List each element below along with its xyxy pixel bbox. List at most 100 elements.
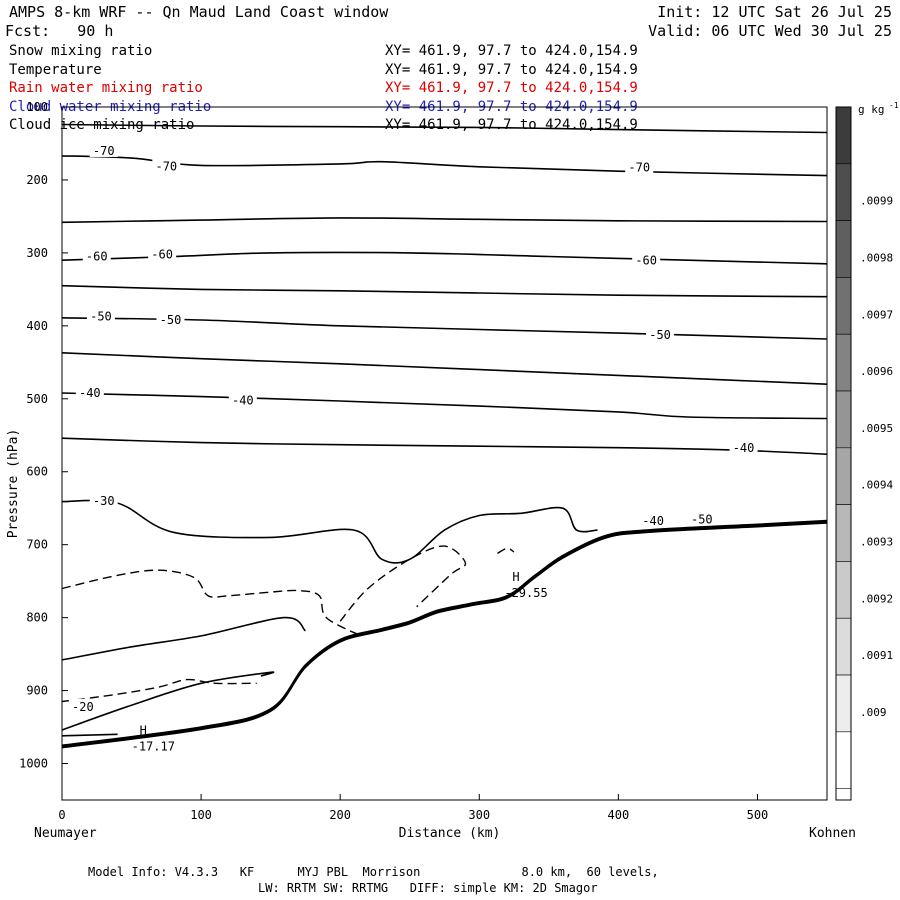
high-value: -17.17 <box>132 740 175 754</box>
high-marker: H <box>512 570 519 584</box>
contour-label-bg <box>646 326 675 341</box>
init-time: Init: 12 UTC Sat 26 Jul 25 <box>657 3 892 21</box>
x-tick-label: 200 <box>329 808 351 822</box>
colorbar-segment <box>835 617 852 676</box>
temperature-contour <box>61 499 598 564</box>
colorbar-segment <box>835 561 852 619</box>
contour-label: -50 <box>649 328 671 342</box>
field-xy-range: XY= 461.9, 97.7 to 424.0,154.9 <box>385 80 638 96</box>
terrain-line <box>61 519 828 747</box>
contour-label: -20 <box>72 700 94 714</box>
temperature-contour <box>61 217 828 224</box>
temperature-contour <box>61 284 828 298</box>
temperature-contour <box>61 616 306 661</box>
contour-label: -50 <box>90 310 112 324</box>
contour-label-bg <box>639 512 668 527</box>
contour-label-bg <box>89 493 118 508</box>
temperature-contour <box>61 392 828 420</box>
y-tick-label: 300 <box>26 246 48 260</box>
temperature-contour <box>61 352 828 385</box>
x-tick-label: 400 <box>608 808 630 822</box>
contour-label: -50 <box>160 313 182 327</box>
contour-label-bg <box>68 698 97 713</box>
x-endpoint-right: Kohnen <box>809 826 856 841</box>
plot-frame <box>61 106 828 801</box>
colorbar-segment <box>835 390 852 449</box>
colorbar-segment <box>835 731 852 789</box>
colorbar-tick-label: .009 <box>860 706 887 719</box>
x-axis-label: Distance (km) <box>399 826 501 841</box>
chart-title: AMPS 8-km WRF -- Qn Maud Land Coast wind… <box>9 3 389 21</box>
colorbar-unit-exponent: -1 <box>889 101 899 110</box>
temperature-contour <box>61 733 118 737</box>
colorbar-segment <box>835 447 852 505</box>
colorbar-tick-label: .0092 <box>860 592 893 605</box>
colorbar-segment <box>835 277 852 335</box>
temperature-contour <box>61 251 828 265</box>
dashed-contour <box>61 678 257 703</box>
colorbar-tick-label: .0091 <box>860 649 893 662</box>
contour-label-bg <box>148 246 177 261</box>
terrain-line <box>61 521 828 748</box>
contour-label: -70 <box>155 159 177 173</box>
contour-label-bg <box>156 312 185 327</box>
contour-label-bg <box>89 142 118 157</box>
colorbar-tick-label: .0094 <box>860 479 893 492</box>
terrain-line <box>61 522 828 749</box>
dashed-contour <box>339 545 467 622</box>
colorbar-segment <box>835 220 852 278</box>
x-tick-label: 100 <box>190 808 212 822</box>
colorbar-frame <box>835 106 852 801</box>
temperature-contour <box>61 123 828 134</box>
contour-label: -40 <box>733 441 755 455</box>
forecast-hour: Fcst: 90 h <box>5 22 114 40</box>
field-label: Temperature <box>9 61 102 78</box>
contour-label: -60 <box>86 250 108 264</box>
colorbar-tick-label: .0099 <box>860 195 893 208</box>
field-xy-range: XY= 461.9, 97.7 to 424.0,154.9 <box>385 61 638 78</box>
contour-label-bg <box>75 385 104 400</box>
contour-label-bg <box>729 439 758 454</box>
y-tick-label: 600 <box>26 465 48 479</box>
field-label: Rain water mixing ratio <box>9 80 203 96</box>
contour-label: -60 <box>151 248 173 262</box>
x-tick-label: 0 <box>58 808 65 822</box>
colorbar-unit: g kg <box>858 103 885 116</box>
y-axis-label: Pressure (hPa) <box>6 429 21 539</box>
contour-label: -70 <box>93 144 115 158</box>
contour-label-bg <box>152 158 181 173</box>
high-marker: H <box>140 724 147 738</box>
contour-label: -40 <box>79 386 101 400</box>
field-label: Snow mixing ratio <box>9 43 153 59</box>
contour-label-bg <box>82 248 111 263</box>
model-info-line2: LW: RRTM SW: RRTMG DIFF: simple KM: 2D S… <box>258 881 598 895</box>
contour-label: -60 <box>635 253 657 267</box>
y-tick-label: 900 <box>26 684 48 698</box>
colorbar-tick-label: .0096 <box>860 365 893 378</box>
colorbar-segment <box>835 504 852 562</box>
colorbar-tick-label: .0093 <box>860 536 893 549</box>
contour-label-bg <box>687 511 716 526</box>
contour-label: -30 <box>93 494 115 508</box>
colorbar-tick-label: .0098 <box>860 252 893 265</box>
contour-label: -70 <box>628 161 650 175</box>
y-tick-label: 800 <box>26 611 48 625</box>
model-info-line1: Model Info: V4.3.3 KF MYJ PBL Morrison 8… <box>88 865 659 879</box>
contour-label-bg <box>625 159 654 174</box>
high-value: -29.55 <box>504 586 547 600</box>
field-xy-range: XY= 461.9, 97.7 to 424.0,154.9 <box>385 43 638 59</box>
temperature-contour <box>61 671 275 731</box>
contour-label-bg <box>632 252 661 267</box>
y-tick-label: 100 <box>26 100 48 114</box>
colorbar-tick-label: .0095 <box>860 422 893 435</box>
y-tick-label: 700 <box>26 538 48 552</box>
contour-label-bg <box>228 392 257 407</box>
x-tick-label: 300 <box>468 808 490 822</box>
valid-time: Valid: 06 UTC Wed 30 Jul 25 <box>648 22 892 40</box>
contour-label: -50 <box>691 512 713 526</box>
colorbar-tick-label: .0097 <box>860 308 893 321</box>
contour-label: -40 <box>232 393 254 407</box>
y-tick-label: 500 <box>26 392 48 406</box>
dashed-contour <box>61 569 362 637</box>
